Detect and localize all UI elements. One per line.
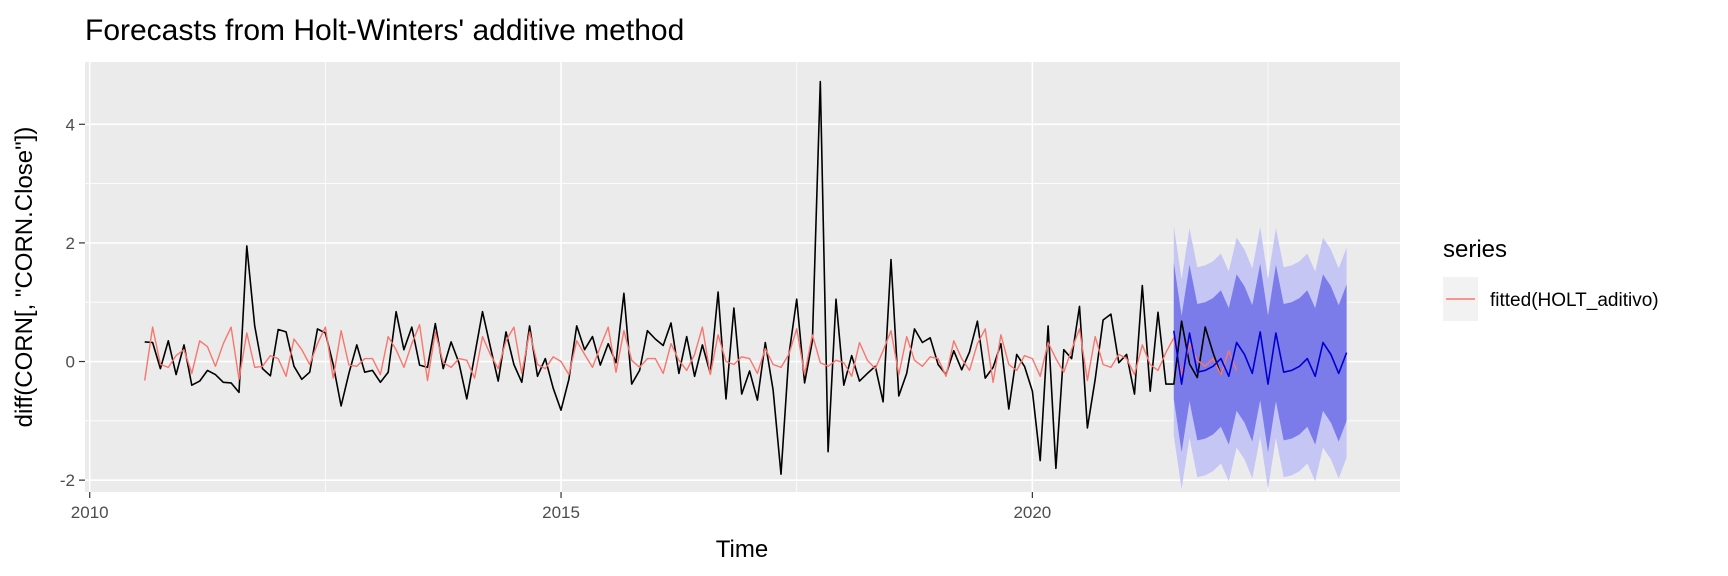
forecast-line (1173, 330, 1348, 385)
y-tick-label: 4 (66, 115, 75, 134)
chart-title: Forecasts from Holt-Winters' additive me… (85, 14, 684, 47)
y-tick-label: -2 (60, 471, 75, 490)
legend-title: series (1443, 236, 1507, 263)
fitted-line (144, 324, 1238, 383)
axis-ticks: 2010 2015 2020 -2 0 2 4 (60, 115, 1051, 522)
x-tick-label: 2010 (71, 503, 109, 522)
y-axis-title: diff(CORN[, "CORN.Close"]) (11, 127, 38, 428)
forecast-band-80 (1173, 262, 1347, 453)
legend: series fitted(HOLT_aditivo) (1443, 236, 1659, 321)
legend-label-fitted: fitted(HOLT_aditivo) (1490, 290, 1659, 311)
band-80-area (1173, 262, 1347, 453)
series-lines (144, 80, 1348, 476)
y-tick-label: 0 (66, 353, 75, 372)
x-tick-label: 2015 (542, 503, 580, 522)
x-axis-title: Time (716, 536, 768, 563)
y-tick-label: 2 (66, 234, 75, 253)
observed-line (144, 80, 1222, 476)
x-tick-label: 2020 (1013, 503, 1051, 522)
